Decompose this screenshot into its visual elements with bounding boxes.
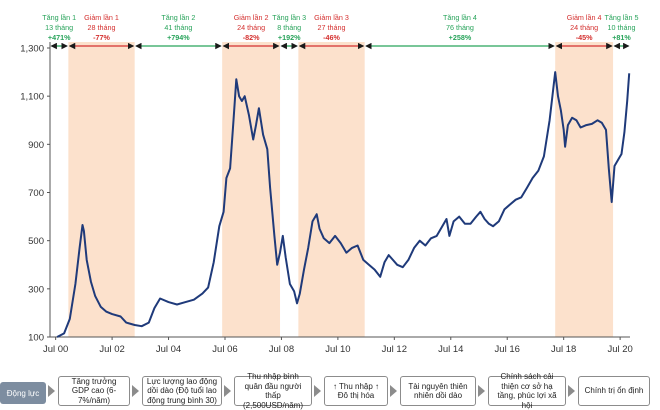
vn-index-chart: Tăng lần 113 tháng+471% Giảm lần 128 thán…	[20, 13, 639, 355]
chevron-right-icon	[568, 385, 575, 397]
x-tick-label: Jul 18	[551, 344, 576, 355]
series-line-vn-index	[56, 71, 631, 338]
y-tick-label: 300	[28, 284, 44, 295]
annotation-label: Tăng lần 1	[42, 13, 76, 22]
annotation-duration: 24 tháng	[237, 23, 265, 32]
shaded-periods	[68, 42, 614, 337]
x-tick-label: Jul 12	[382, 344, 407, 355]
annotation-change: +471%	[48, 33, 71, 42]
driver-income-per-capita: Thu nhập bình quân đầu người thấp (2,500…	[234, 372, 312, 410]
shaded-period-2	[222, 42, 281, 337]
drivers-label: Động lực	[0, 382, 46, 404]
driver-income-urbanization: ↑ Thu nhập ↑ Đô thị hóa	[324, 376, 388, 406]
x-tick-label: Jul 10	[325, 344, 350, 355]
annotation-label: Tăng lần 3	[272, 13, 306, 22]
y-tick-label: 500	[28, 236, 44, 247]
annotation-change: +192%	[278, 33, 301, 42]
annotation-label: Tăng lần 2	[161, 13, 195, 22]
driver-infrastructure-policy: Chính sách cải thiện cơ sở hạ tầng, phúc…	[488, 372, 566, 410]
shaded-period-3	[298, 42, 365, 337]
y-tick-label: 900	[28, 140, 44, 151]
annotation-duration: 28 tháng	[88, 23, 116, 32]
annotation-duration: 27 tháng	[318, 23, 346, 32]
annotation-duration: 76 tháng	[446, 23, 474, 32]
x-tick-label: Jul 00	[43, 344, 68, 355]
chevron-right-icon	[48, 385, 55, 397]
annotation-duration: 41 tháng	[164, 23, 192, 32]
driver-labor-force: Lực lượng lao động dồi dào (Độ tuổi lao …	[142, 376, 222, 406]
annotation-label: Tăng lần 4	[443, 13, 477, 22]
annotation-duration: 13 tháng	[45, 23, 73, 32]
annotation-change: -45%	[576, 33, 593, 42]
x-tick-label: Jul 02	[99, 344, 124, 355]
x-tick-label: Jul 04	[156, 344, 181, 355]
x-tick-label: Jul 06	[212, 344, 237, 355]
x-tick-label: Jul 14	[438, 344, 463, 355]
axes	[49, 42, 630, 338]
annotation-label: Giảm lần 2	[234, 13, 269, 22]
chevron-right-icon	[224, 385, 231, 397]
chevron-right-icon	[314, 385, 321, 397]
driver-gdp-growth: Tăng trưởng GDP cao (6-7%/năm)	[58, 376, 130, 406]
annotation-label: Giảm lần 3	[314, 13, 349, 22]
chevron-right-icon	[390, 385, 397, 397]
annotation-duration: 24 tháng	[570, 23, 598, 32]
x-tick-label: Jul 16	[495, 344, 520, 355]
x-tick-label: Jul 20	[607, 344, 632, 355]
chevron-right-icon	[478, 385, 485, 397]
annotation-duration: 10 tháng	[608, 23, 636, 32]
period-annotations: Tăng lần 113 tháng+471% Giảm lần 128 thán…	[42, 13, 639, 50]
chevron-right-icon	[132, 385, 139, 397]
y-axis-ticks: 100 300 500 700 900 1,100 1,300	[20, 44, 50, 344]
annotation-change: +794%	[167, 33, 190, 42]
shaded-period-1	[68, 42, 135, 337]
driver-political-stability: Chính trị ổn định	[578, 376, 650, 406]
y-tick-label: 100	[28, 333, 44, 344]
annotation-label: Giảm lần 1	[84, 13, 119, 22]
x-axis-ticks: Jul 00 Jul 02 Jul 04 Jul 06 Jul 08 Jul 10 Jul …	[43, 337, 633, 355]
annotation-duration: 8 tháng	[277, 23, 301, 32]
drivers-row: Động lực Tăng trưởng GDP cao (6-7%/năm) …	[0, 372, 660, 410]
annotation-label: Tăng lần 5	[605, 13, 639, 22]
x-tick-label: Jul 08	[269, 344, 294, 355]
annotation-change: -82%	[243, 33, 260, 42]
annotation-change: -77%	[93, 33, 110, 42]
y-tick-label: 1,300	[20, 44, 44, 55]
annotation-label: Giảm lần 4	[567, 13, 602, 22]
annotation-change: +258%	[449, 33, 472, 42]
annotation-change: +81%	[612, 33, 631, 42]
y-tick-label: 700	[28, 188, 44, 199]
annotation-change: -46%	[323, 33, 340, 42]
y-tick-label: 1,100	[20, 92, 44, 103]
shaded-period-4	[555, 42, 614, 337]
series-group	[56, 71, 631, 338]
driver-natural-resources: Tài nguyên thiên nhiên dồi dào	[400, 376, 476, 406]
